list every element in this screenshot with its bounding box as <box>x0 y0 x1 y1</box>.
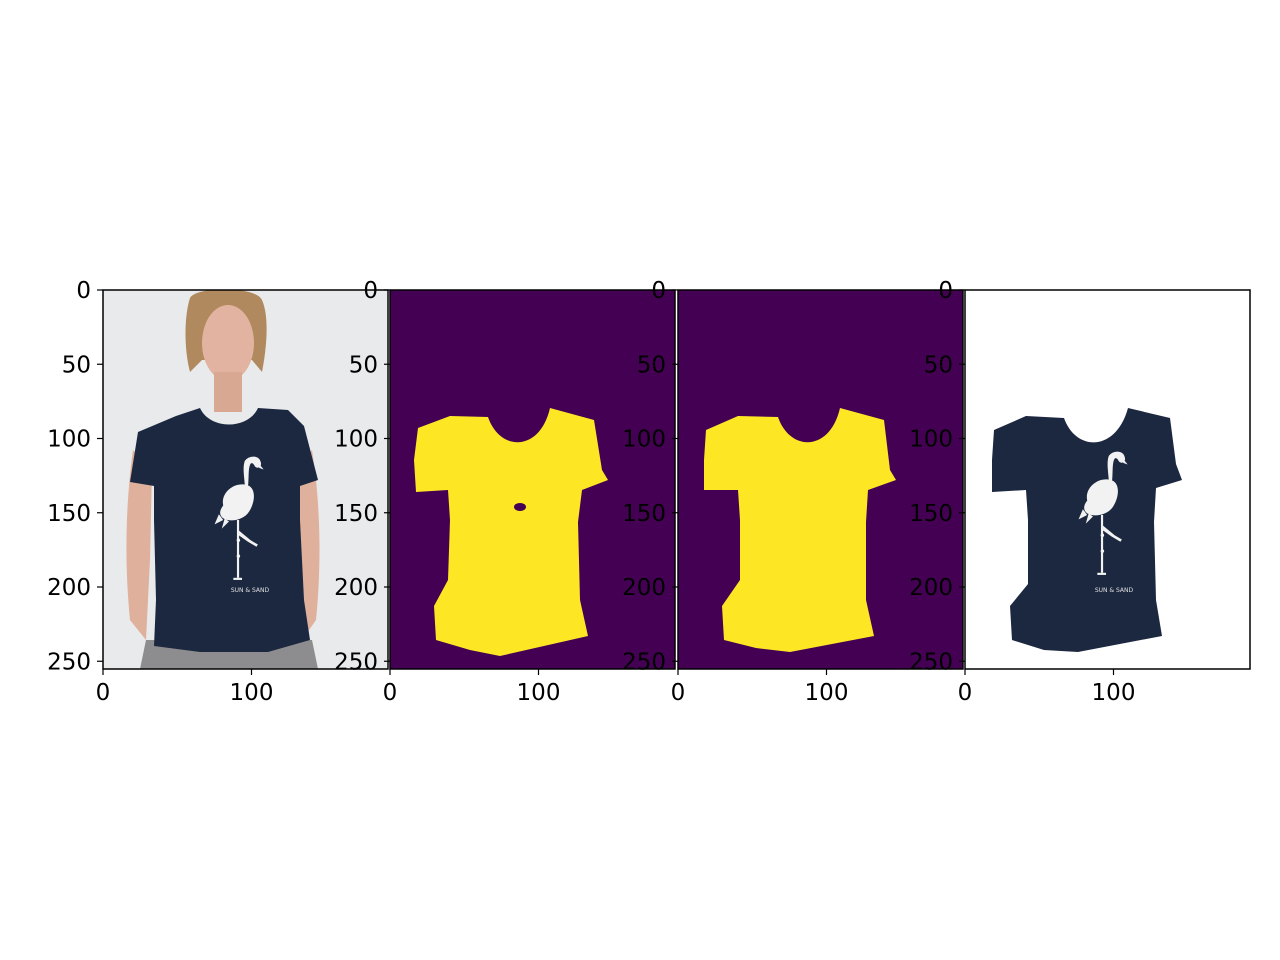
panel-4-ytick-label: 250 <box>909 649 953 675</box>
panel-1-xtick-label: 100 <box>230 680 274 706</box>
panel-2-ytick-label: 200 <box>334 575 378 601</box>
panel-2-ytick-label: 150 <box>334 501 378 527</box>
panel-4-ytick-label: 200 <box>909 575 953 601</box>
panel-1-ytick-label: 100 <box>47 427 91 453</box>
panel-4-cutout: SUN & SAND <box>965 290 1250 669</box>
panel-4-xtick-label: 100 <box>1092 680 1136 706</box>
panel-2-ytick-label: 250 <box>334 649 378 675</box>
mask-raw-hole <box>514 503 526 511</box>
panel-1-photo: SUN & SAND <box>103 290 387 669</box>
panel-3-ytick-label: 150 <box>622 501 666 527</box>
panel-3-ytick-label: 0 <box>651 278 666 304</box>
panel-3-ytick-label: 250 <box>622 649 666 675</box>
panel-4-ytick-label: 100 <box>909 427 953 453</box>
panel-4-ytick-label: 150 <box>909 501 953 527</box>
panel-2-frame <box>389 289 676 670</box>
panel-4-frame <box>964 289 1251 670</box>
panel-3-ytick-label: 50 <box>637 352 666 378</box>
panel-3-mask-clean <box>678 290 963 669</box>
panel-2-ytick-label: 0 <box>363 278 378 304</box>
model-shirt <box>130 408 318 652</box>
mask-raw-foreground <box>414 408 608 656</box>
photo-print-text: SUN & SAND <box>231 587 270 594</box>
cutout-print-text: SUN & SAND <box>1095 587 1134 594</box>
panel-3-xtick-label: 0 <box>671 680 686 706</box>
panel-4-ytick-label: 50 <box>924 352 953 378</box>
model-left-arm <box>126 450 152 640</box>
panel-1-frame <box>102 289 389 670</box>
panel-3-ytick-label: 100 <box>622 427 666 453</box>
panel-1-ytick-label: 50 <box>62 352 91 378</box>
panel-2-ytick-label: 100 <box>334 427 378 453</box>
mask-clean-foreground <box>704 408 896 652</box>
panel-2-ytick-label: 50 <box>349 352 378 378</box>
cutout-shirt <box>992 408 1182 652</box>
panel-1-ytick-label: 150 <box>47 501 91 527</box>
panel-2-xtick-label: 100 <box>517 680 561 706</box>
panel-1-ytick-label: 250 <box>47 649 91 675</box>
panel-1-ytick-label: 0 <box>76 278 91 304</box>
panel-2-xtick-label: 0 <box>383 680 398 706</box>
model-neck <box>214 372 242 412</box>
panel-3-frame <box>677 289 964 670</box>
model-face <box>202 305 254 381</box>
panel-3-xtick-label: 100 <box>805 680 849 706</box>
panel-2-mask-raw <box>390 290 675 669</box>
panel-4-xtick-label: 0 <box>958 680 973 706</box>
panel-4-ytick-label: 0 <box>938 278 953 304</box>
panel-3-ytick-label: 200 <box>622 575 666 601</box>
panel-1-ytick-label: 200 <box>47 575 91 601</box>
panel-1-xtick-label: 0 <box>96 680 111 706</box>
